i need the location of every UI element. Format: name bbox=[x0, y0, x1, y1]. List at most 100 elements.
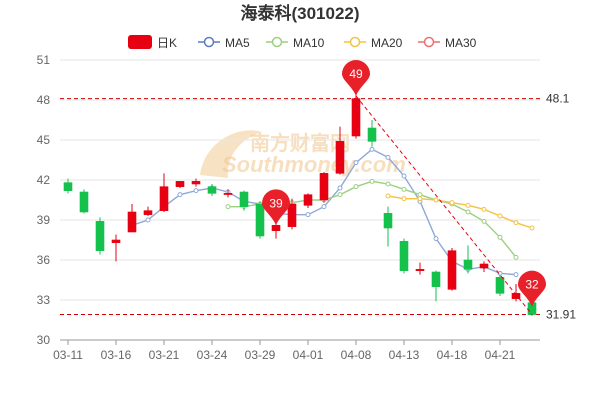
ma20-point bbox=[401, 196, 407, 202]
ma10-point bbox=[225, 204, 231, 210]
ma5-point bbox=[353, 160, 359, 166]
candle-body bbox=[159, 186, 169, 211]
candle-body bbox=[431, 271, 441, 287]
y-tick-label: 36 bbox=[37, 253, 51, 267]
candle-body bbox=[111, 239, 121, 243]
x-tick-label: 03-29 bbox=[245, 348, 276, 362]
reference-lines: 48.1 31.91 bbox=[60, 92, 576, 322]
x-tick-label: 04-08 bbox=[341, 348, 372, 362]
ma5-point bbox=[433, 236, 439, 242]
chart-title: 海泰科(301022) bbox=[240, 3, 359, 23]
y-tick-label: 33 bbox=[37, 293, 51, 307]
candle-body bbox=[287, 203, 297, 227]
legend-label-ma20: MA20 bbox=[371, 36, 403, 50]
ma10-point bbox=[401, 186, 407, 192]
y-tick-label: 51 bbox=[37, 53, 51, 67]
candle-body bbox=[319, 173, 329, 201]
grid bbox=[60, 59, 540, 341]
price-marker-pin bbox=[342, 60, 370, 96]
ma5-point bbox=[193, 188, 199, 194]
ma20-point bbox=[433, 197, 439, 203]
ma10-point bbox=[497, 234, 503, 240]
y-axis: 30 33 36 39 42 45 48 51 bbox=[37, 53, 51, 347]
price-marker-label: 49 bbox=[349, 67, 363, 81]
ma10-point bbox=[481, 218, 487, 224]
legend-circle-ma5 bbox=[203, 36, 215, 48]
candle-body bbox=[495, 277, 505, 294]
ma10-point bbox=[513, 254, 519, 260]
candle-body bbox=[511, 293, 521, 299]
x-tick-label: 03-24 bbox=[197, 348, 228, 362]
candle-body bbox=[79, 191, 89, 213]
candle-body bbox=[463, 259, 473, 270]
x-tick-label: 03-16 bbox=[101, 348, 132, 362]
ma10-point bbox=[465, 209, 471, 215]
ma20-point bbox=[529, 225, 535, 231]
candle-body bbox=[367, 127, 377, 142]
legend-swatch-daily-k bbox=[128, 35, 152, 49]
candle-body bbox=[239, 191, 249, 207]
x-tick-label: 04-21 bbox=[485, 348, 516, 362]
ma20-point bbox=[417, 196, 423, 202]
candle-body bbox=[223, 193, 233, 195]
candle-body bbox=[207, 186, 217, 194]
candle-body bbox=[399, 241, 409, 271]
legend-label-ma10: MA10 bbox=[293, 36, 325, 50]
ma5-point bbox=[385, 154, 391, 160]
candle-body bbox=[383, 213, 393, 229]
x-tick-label: 04-18 bbox=[437, 348, 468, 362]
ma20-point bbox=[449, 200, 455, 206]
ma5-point bbox=[305, 212, 311, 218]
ma10-point bbox=[385, 181, 391, 187]
legend-label-ma5: MA5 bbox=[225, 36, 250, 50]
x-axis: 03-11 03-16 03-21 03-24 03-29 04-01 04-08 04-13… bbox=[53, 339, 540, 362]
candle-body bbox=[351, 98, 361, 137]
x-tick-label: 03-11 bbox=[53, 348, 83, 362]
price-marker-label: 39 bbox=[269, 196, 283, 210]
ma5-point bbox=[177, 192, 183, 198]
candle-body bbox=[127, 211, 137, 233]
y-tick-label: 39 bbox=[37, 213, 51, 227]
ma10-point bbox=[417, 192, 423, 198]
trend-line-dashed bbox=[355, 95, 533, 315]
candle-body bbox=[447, 250, 457, 290]
candle-body bbox=[335, 141, 345, 174]
legend-circle-ma30 bbox=[423, 36, 435, 48]
price-marker-label: 32 bbox=[525, 278, 539, 292]
candle-body bbox=[271, 225, 281, 231]
price-marker-pin bbox=[262, 189, 290, 226]
candle-body bbox=[479, 263, 489, 269]
ma5-point bbox=[369, 146, 375, 152]
ma5-point bbox=[145, 217, 151, 223]
candle-body bbox=[255, 203, 265, 237]
ma20-line bbox=[387, 195, 533, 229]
watermark-swirl-icon bbox=[200, 130, 262, 178]
ma5-point bbox=[513, 272, 519, 278]
ma5-point bbox=[321, 204, 327, 210]
x-tick-label: 04-01 bbox=[293, 348, 324, 362]
reference-line-label: 31.91 bbox=[546, 308, 576, 322]
candle-body bbox=[143, 210, 153, 215]
y-tick-label: 45 bbox=[37, 133, 51, 147]
trend-line bbox=[355, 95, 533, 315]
legend-label-daily-k: 日K bbox=[157, 36, 177, 50]
watermark: 南方财富网 Southmoney.com bbox=[200, 130, 406, 178]
ma5-point bbox=[401, 173, 407, 179]
watermark-sub: Southmoney.com bbox=[222, 152, 406, 177]
ma5-point bbox=[337, 185, 343, 191]
price-marker-pin bbox=[518, 270, 546, 307]
candle-body bbox=[95, 221, 105, 251]
candle-body bbox=[303, 194, 313, 206]
ma20-point bbox=[513, 220, 519, 226]
legend-circle-ma20 bbox=[349, 36, 361, 48]
ma20-point bbox=[497, 213, 503, 219]
ma20-point bbox=[481, 206, 487, 212]
x-tick-label: 04-13 bbox=[389, 348, 420, 362]
candle-body bbox=[63, 182, 73, 191]
reference-line-label: 48.1 bbox=[546, 92, 570, 106]
y-tick-label: 42 bbox=[37, 173, 51, 187]
ma20-point bbox=[465, 202, 471, 208]
y-tick-label: 48 bbox=[37, 93, 51, 107]
legend-circle-ma10 bbox=[271, 36, 283, 48]
